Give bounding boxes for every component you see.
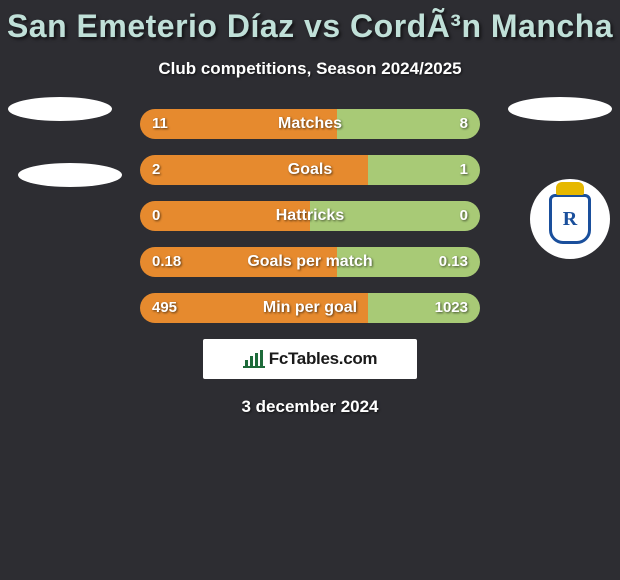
fctables-text: FcTables.com xyxy=(269,349,378,369)
stat-bar-left-fill xyxy=(140,201,310,231)
comparison-subtitle: Club competitions, Season 2024/2025 xyxy=(0,59,620,79)
stat-row: Goals21 xyxy=(0,155,620,185)
fctables-attribution: FcTables.com xyxy=(203,339,417,379)
stat-rows: R Matches118Goals21Hattricks00Goals per … xyxy=(0,109,620,323)
stat-value-right: 0 xyxy=(460,201,468,231)
stat-bar-track xyxy=(140,247,480,277)
stat-value-right: 0.13 xyxy=(439,247,468,277)
stat-bar-track xyxy=(140,201,480,231)
stat-bar-track xyxy=(140,109,480,139)
stat-bar-track xyxy=(140,293,480,323)
stat-row: Matches118 xyxy=(0,109,620,139)
comparison-infographic: San Emeterio Díaz vs CordÃ³n Mancha Club… xyxy=(0,0,620,417)
stat-value-right: 8 xyxy=(460,109,468,139)
stat-bar-right-fill xyxy=(310,201,480,231)
stat-value-left: 11 xyxy=(152,109,168,139)
snapshot-date: 3 december 2024 xyxy=(0,397,620,417)
stat-bar-left-fill xyxy=(140,109,337,139)
stat-value-left: 495 xyxy=(152,293,177,323)
stat-value-right: 1 xyxy=(460,155,468,185)
stat-row: Hattricks00 xyxy=(0,201,620,231)
stat-row: Goals per match0.180.13 xyxy=(0,247,620,277)
stat-row: Min per goal4951023 xyxy=(0,293,620,323)
stat-bar-track xyxy=(140,155,480,185)
stat-bar-left-fill xyxy=(140,155,368,185)
stat-bar-right-fill xyxy=(337,109,480,139)
stat-value-left: 0.18 xyxy=(152,247,181,277)
stat-value-left: 2 xyxy=(152,155,160,185)
stat-value-left: 0 xyxy=(152,201,160,231)
comparison-title: San Emeterio Díaz vs CordÃ³n Mancha xyxy=(0,8,620,45)
stat-value-right: 1023 xyxy=(435,293,468,323)
fctables-chart-icon xyxy=(243,350,265,368)
